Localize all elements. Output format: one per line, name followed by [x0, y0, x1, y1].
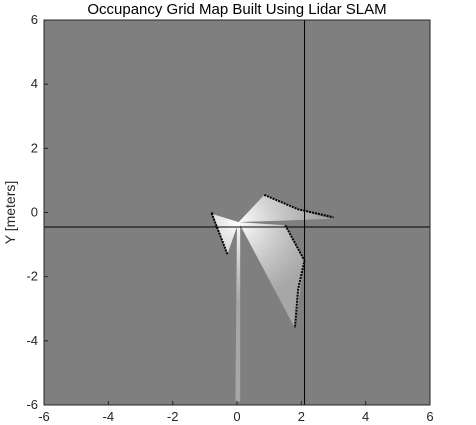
- x-tick-label: -4: [103, 409, 115, 424]
- obstacle-line: [284, 224, 306, 329]
- x-tick-label: 6: [426, 409, 433, 424]
- y-tick-label: 0: [31, 205, 38, 220]
- plot-area: [43, 19, 431, 406]
- y-axis-ticks: -6 -4 -2 0 2 4 6: [26, 12, 48, 412]
- x-axis-ticks: -6 -4 -2 0 2 4 6: [38, 401, 434, 424]
- free-region-lower-corridor: [235, 222, 241, 402]
- y-tick-label: -2: [26, 269, 38, 284]
- x-tick-label: -6: [38, 409, 50, 424]
- y-tick-label: 2: [31, 140, 38, 155]
- x-tick-label: -2: [167, 409, 179, 424]
- y-tick-label: 4: [31, 76, 38, 91]
- x-tick-label: 4: [362, 409, 369, 424]
- obstacle-line: [210, 211, 229, 255]
- y-tick-label: 6: [31, 12, 38, 27]
- y-axis-label: Y [meters]: [2, 181, 18, 245]
- y-tick-label: -4: [26, 333, 38, 348]
- x-tick-label: 0: [233, 409, 240, 424]
- free-region-upper-left-sweep: [212, 214, 239, 255]
- chart-title: Occupancy Grid Map Built Using Lidar SLA…: [87, 1, 386, 18]
- x-tick-label: 2: [298, 409, 305, 424]
- y-tick-label: -6: [26, 397, 38, 412]
- free-region-upper-right-sweep: [238, 194, 331, 223]
- free-region-lower-right-sweep: [238, 222, 305, 328]
- obstacle-line: [263, 193, 334, 219]
